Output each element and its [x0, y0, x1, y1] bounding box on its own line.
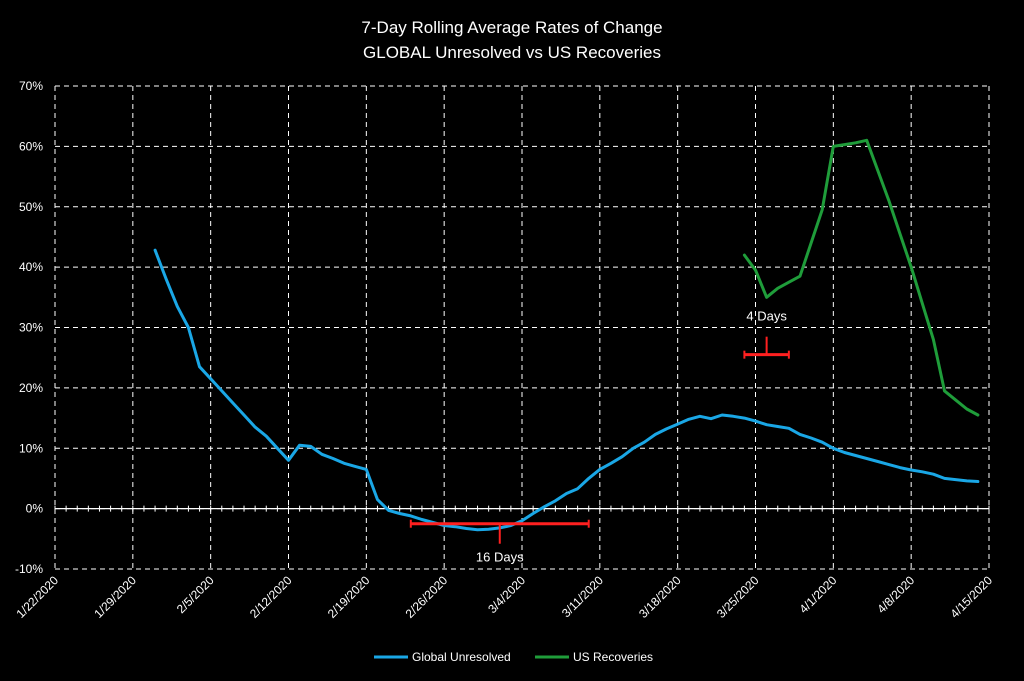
legend-label-us: US Recoveries: [573, 650, 653, 664]
y-tick-label: 70%: [19, 79, 43, 93]
y-tick-label: 40%: [19, 260, 43, 274]
y-tick-label: 60%: [19, 139, 43, 153]
annotation-bracket-1: 4 Days: [743, 309, 790, 359]
chart-title: 7-Day Rolling Average Rates of Change: [361, 18, 662, 37]
y-tick-label: 50%: [19, 200, 43, 214]
annotations: 16 Days 4 Days: [409, 309, 790, 565]
y-tick-label: -10%: [15, 562, 43, 576]
x-axis: [54, 505, 990, 512]
series-line-global: [153, 248, 980, 532]
annotation-bracket-0: 16 Days: [409, 519, 590, 565]
chart-subtitle: GLOBAL Unresolved vs US Recoveries: [363, 43, 661, 62]
annotation-label: 4 Days: [746, 309, 787, 324]
legend: Global Unresolved US Recoveries: [374, 650, 653, 664]
legend-label-global: Global Unresolved: [412, 650, 511, 664]
series-lines: [153, 138, 980, 532]
y-tick-label: 0%: [26, 502, 44, 516]
annotation-label: 16 Days: [476, 550, 524, 565]
series-line-us: [742, 138, 980, 417]
y-tick-label: 20%: [19, 381, 43, 395]
y-tick-label: 30%: [19, 321, 43, 335]
y-axis-ticks: -10% 0% 10% 20% 30% 40% 50% 60% 70%: [15, 79, 43, 576]
y-tick-label: 10%: [19, 441, 43, 455]
